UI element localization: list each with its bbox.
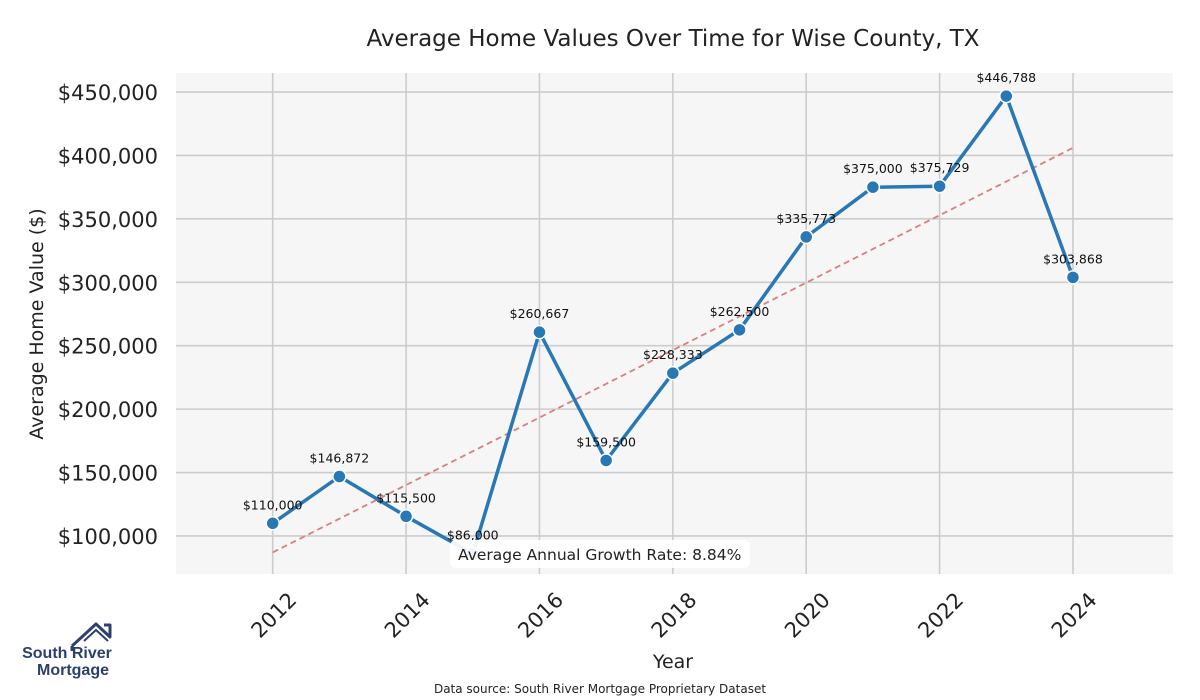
data-label: $146,872 [310, 450, 370, 465]
data-label: $262,500 [710, 304, 770, 319]
y-tick-label: $350,000 [58, 208, 158, 232]
data-point [932, 178, 947, 194]
y-tick-label: $300,000 [58, 271, 158, 295]
data-point [665, 365, 681, 381]
data-point [999, 88, 1014, 104]
y-axis-label: Average Home Value ($) [26, 208, 48, 439]
x-tick-label: 2016 [513, 588, 568, 643]
data-label: $159,500 [576, 434, 636, 449]
logo-line-2: Mortgage [37, 662, 109, 679]
y-tick-label: $400,000 [58, 144, 158, 168]
y-tick-label: $450,000 [58, 81, 158, 105]
data-label: $115,500 [376, 490, 436, 505]
data-point [1065, 270, 1081, 285]
data-point [265, 516, 280, 531]
x-tick-label: 2012 [247, 588, 302, 643]
data-source-caption: Data source: South River Mortgage Propri… [434, 682, 766, 696]
data-point [732, 322, 747, 338]
data-label: $375,000 [843, 161, 903, 176]
data-labels: $110,000 $146,872 $115,500 $86,000 $260,667 $… [243, 70, 1103, 543]
annotation-text: Average Annual Growth Rate: 8.84% [458, 546, 741, 564]
data-point [798, 229, 814, 245]
data-point [532, 324, 547, 340]
y-tick-label: $100,000 [58, 525, 158, 549]
plot-area [176, 73, 1173, 574]
data-label: $228,333 [643, 347, 703, 362]
x-tick-label: 2020 [780, 588, 835, 643]
y-tick-label: $250,000 [58, 335, 158, 359]
data-label: $375,729 [910, 160, 970, 175]
annotation-box [450, 540, 750, 568]
chart-title: Average Home Values Over Time for Wise C… [366, 26, 979, 52]
data-label: $260,667 [510, 306, 570, 321]
house-roof-icon [70, 622, 112, 651]
data-label: $303,868 [1043, 251, 1103, 266]
y-axis-ticks: $100,000 $150,000 $200,000 $250,000 $300,000… [58, 81, 158, 549]
x-tick-label: 2024 [1047, 588, 1102, 643]
data-label: $446,788 [976, 70, 1036, 85]
growth-rate-annotation: Average Annual Growth Rate: 8.84% [450, 540, 750, 568]
x-axis-label: Year [652, 651, 693, 673]
logo-line-1: South River [22, 645, 112, 662]
x-tick-label: 2018 [647, 588, 702, 643]
data-label: $110,000 [243, 497, 303, 512]
x-tick-label: 2014 [380, 588, 435, 643]
data-point [332, 469, 347, 484]
x-tick-label: 2022 [913, 588, 968, 643]
grid-lines [176, 73, 1173, 574]
data-point [865, 179, 881, 195]
y-tick-label: $150,000 [58, 462, 158, 486]
house-body-icon [83, 628, 109, 642]
y-tick-label: $200,000 [58, 398, 158, 422]
x-axis-ticks: 2012 2014 2016 2018 2020 2022 2024 [247, 588, 1102, 643]
data-point [598, 453, 614, 468]
data-point [398, 509, 414, 524]
data-label: $86,000 [447, 528, 499, 543]
south-river-logo: South River Mortgage [22, 622, 112, 679]
data-label: $335,773 [776, 211, 836, 226]
